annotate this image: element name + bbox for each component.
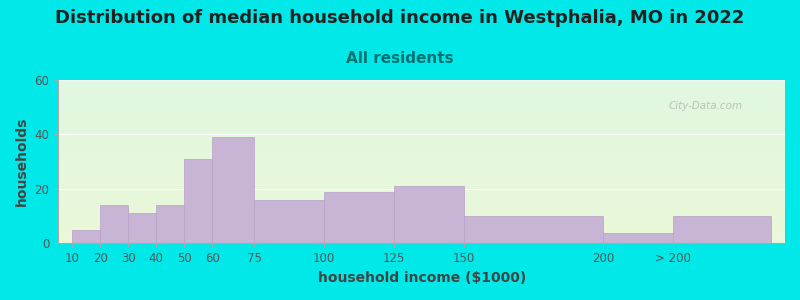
Bar <box>324 192 394 243</box>
Text: Distribution of median household income in Westphalia, MO in 2022: Distribution of median household income … <box>55 9 745 27</box>
Bar <box>254 200 324 243</box>
Bar <box>464 216 603 243</box>
Bar <box>212 137 254 243</box>
Bar <box>73 230 100 243</box>
Bar <box>184 159 212 243</box>
Text: City-Data.com: City-Data.com <box>669 101 743 111</box>
Text: All residents: All residents <box>346 51 454 66</box>
Y-axis label: households: households <box>15 117 29 206</box>
Bar <box>603 232 674 243</box>
Bar <box>394 186 464 243</box>
Bar <box>100 205 128 243</box>
Bar <box>156 205 184 243</box>
Bar <box>128 214 156 243</box>
X-axis label: household income ($1000): household income ($1000) <box>318 271 526 285</box>
Bar <box>674 216 771 243</box>
